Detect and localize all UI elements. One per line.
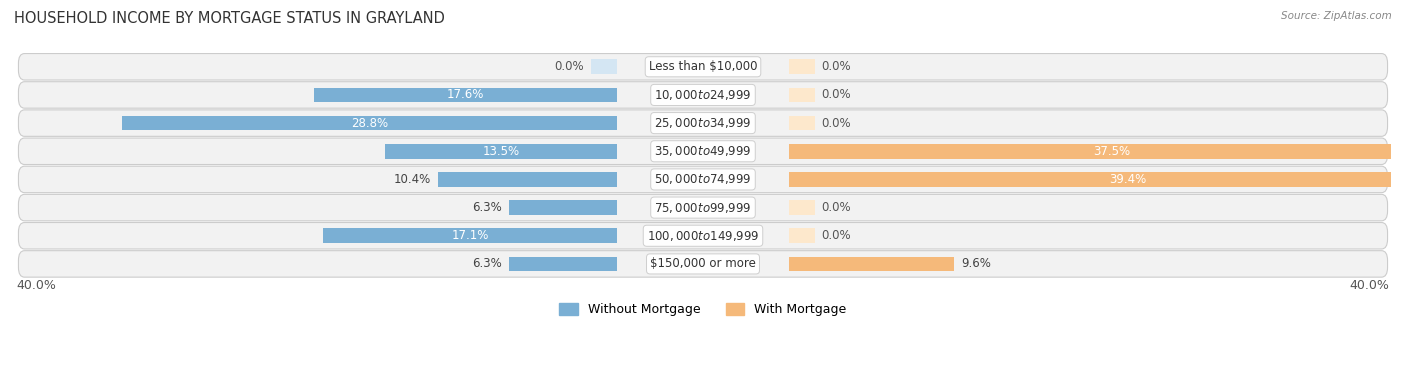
Bar <box>323 228 617 243</box>
Text: $35,000 to $49,999: $35,000 to $49,999 <box>654 144 752 158</box>
Text: HOUSEHOLD INCOME BY MORTGAGE STATUS IN GRAYLAND: HOUSEHOLD INCOME BY MORTGAGE STATUS IN G… <box>14 11 444 26</box>
Bar <box>789 116 815 130</box>
Text: $75,000 to $99,999: $75,000 to $99,999 <box>654 201 752 215</box>
Text: $150,000 or more: $150,000 or more <box>650 257 756 270</box>
Text: 6.3%: 6.3% <box>472 201 502 214</box>
Bar <box>789 200 815 215</box>
Text: $50,000 to $74,999: $50,000 to $74,999 <box>654 172 752 187</box>
FancyBboxPatch shape <box>18 110 1388 136</box>
Bar <box>385 144 617 159</box>
Text: 0.0%: 0.0% <box>555 60 585 73</box>
Text: 0.0%: 0.0% <box>821 201 851 214</box>
FancyBboxPatch shape <box>18 166 1388 193</box>
Bar <box>591 60 617 74</box>
Text: 39.4%: 39.4% <box>1109 173 1146 186</box>
Text: 10.4%: 10.4% <box>394 173 432 186</box>
Bar <box>789 257 955 271</box>
FancyBboxPatch shape <box>18 82 1388 108</box>
Text: 0.0%: 0.0% <box>821 60 851 73</box>
Text: 17.6%: 17.6% <box>447 89 484 101</box>
Bar <box>122 116 617 130</box>
FancyBboxPatch shape <box>18 222 1388 249</box>
Bar <box>439 172 617 187</box>
Text: 0.0%: 0.0% <box>821 116 851 130</box>
Text: 40.0%: 40.0% <box>1350 279 1389 293</box>
Bar <box>789 172 1406 187</box>
Text: 9.6%: 9.6% <box>960 257 991 270</box>
Bar <box>789 60 815 74</box>
Legend: Without Mortgage, With Mortgage: Without Mortgage, With Mortgage <box>554 298 852 321</box>
Text: $10,000 to $24,999: $10,000 to $24,999 <box>654 88 752 102</box>
Text: Source: ZipAtlas.com: Source: ZipAtlas.com <box>1281 11 1392 21</box>
Text: 40.0%: 40.0% <box>17 279 56 293</box>
FancyBboxPatch shape <box>18 195 1388 221</box>
Bar <box>789 228 815 243</box>
Bar <box>315 87 617 102</box>
Text: 28.8%: 28.8% <box>350 116 388 130</box>
Text: 13.5%: 13.5% <box>482 145 519 158</box>
Text: 17.1%: 17.1% <box>451 229 489 242</box>
Bar <box>509 200 617 215</box>
Text: $25,000 to $34,999: $25,000 to $34,999 <box>654 116 752 130</box>
FancyBboxPatch shape <box>18 138 1388 164</box>
Text: 37.5%: 37.5% <box>1092 145 1130 158</box>
Bar <box>509 257 617 271</box>
Bar <box>789 87 815 102</box>
Text: Less than $10,000: Less than $10,000 <box>648 60 758 73</box>
Text: 0.0%: 0.0% <box>821 229 851 242</box>
FancyBboxPatch shape <box>18 251 1388 277</box>
Text: $100,000 to $149,999: $100,000 to $149,999 <box>647 229 759 243</box>
Bar <box>789 144 1406 159</box>
Text: 6.3%: 6.3% <box>472 257 502 270</box>
Text: 0.0%: 0.0% <box>821 89 851 101</box>
FancyBboxPatch shape <box>18 54 1388 80</box>
